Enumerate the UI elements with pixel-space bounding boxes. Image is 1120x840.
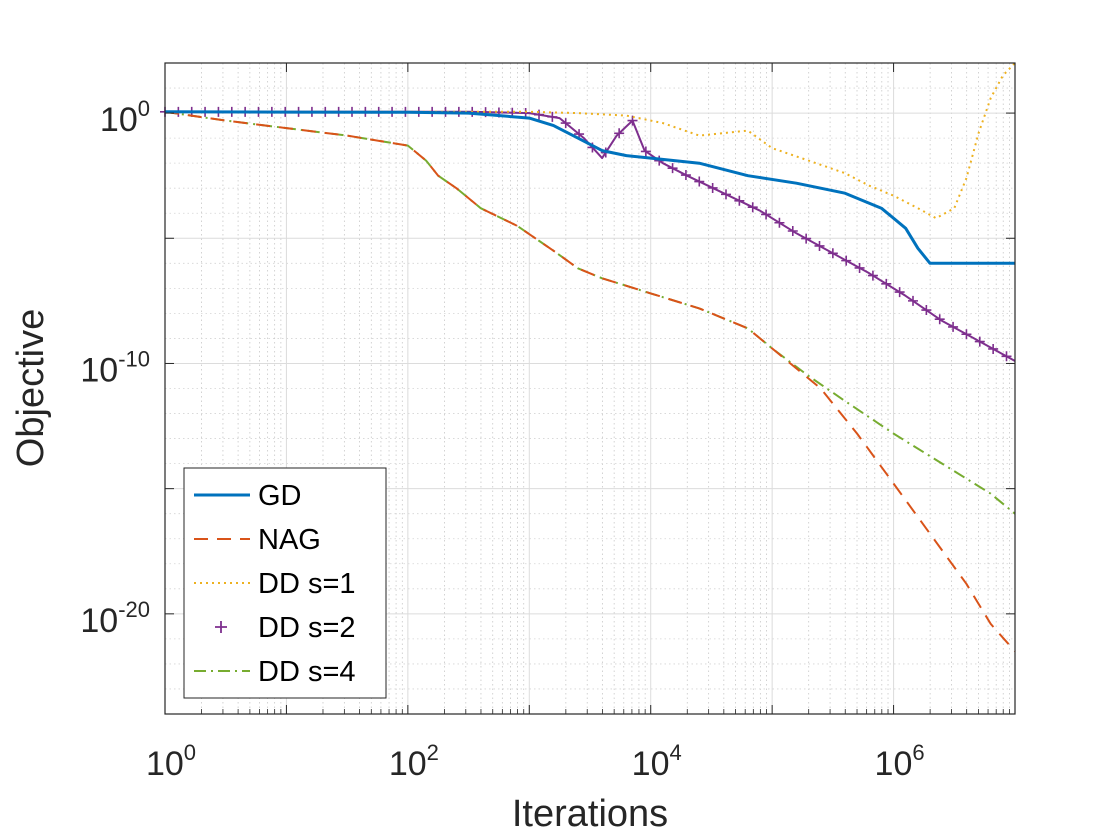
series-marker-dd-s-2 (881, 278, 892, 289)
series-marker-dd-s-2 (787, 226, 798, 237)
legend-label: DD s=1 (258, 568, 356, 600)
series-marker-dd-s-2 (721, 189, 731, 200)
tick-marks (164, 63, 1016, 714)
x-tick-label: 102 (389, 740, 439, 783)
x-tick-label: 104 (632, 740, 682, 783)
series-layer (160, 62, 1016, 653)
legend-box (183, 467, 387, 699)
series-marker-dd-s-2 (801, 233, 812, 244)
y-tick-labels: 100 10-10 10-20 (80, 96, 150, 640)
plot-frame (164, 62, 1016, 715)
series-marker-dd-s-2 (707, 182, 718, 193)
series-marker-dd-s-2 (988, 343, 999, 354)
series-gd (164, 110, 1015, 265)
legend-entry-gd: GD (194, 480, 302, 512)
series-marker-dd-s-2 (694, 176, 705, 187)
series-marker-dd-s-2 (747, 202, 758, 213)
y-tick-label: 10-20 (80, 597, 150, 640)
series-marker-dd-s-2 (560, 118, 571, 129)
y-tick-label: 10-10 (80, 346, 150, 389)
series-marker-dd-s-2 (667, 163, 678, 174)
series-marker-dd-s-2 (547, 111, 558, 122)
series-marker-dd-s-2 (908, 295, 918, 306)
legend: GD NAG DD s=1 DD s=2 DD s=4 (183, 467, 387, 699)
legend-label: DD s=2 (258, 612, 356, 644)
legend-entry-dd-s-2: DD s=2 (215, 612, 356, 644)
series-marker-dd-s-2 (867, 270, 878, 281)
series-dd-s-1 (165, 62, 1016, 220)
series-marker-dd-s-2 (894, 287, 905, 298)
series-marker-dd-s-2 (734, 195, 745, 206)
y-axis-title: Objective (10, 309, 52, 467)
series-marker-dd-s-2 (761, 209, 772, 220)
legend-entry-dd-s-1: DD s=1 (194, 568, 356, 600)
series-marker-dd-s-2 (1001, 351, 1012, 362)
y-tick-label: 100 (100, 96, 150, 139)
series-dd-s-2 (160, 106, 1016, 362)
series-line-dd-s-4 (164, 110, 1016, 515)
series-marker-dd-s-2 (948, 321, 959, 332)
legend-entry-dd-s-4: DD s=4 (194, 656, 356, 688)
series-marker-dd-s-2 (627, 115, 638, 126)
series-marker-dd-s-2 (680, 170, 691, 181)
series-marker-dd-s-2 (827, 248, 838, 259)
series-line-dd-s-1 (165, 62, 1016, 220)
series-nag (164, 110, 1016, 653)
series-marker-dd-s-2 (934, 314, 945, 325)
legend-label: GD (258, 480, 302, 512)
series-line-nag (164, 110, 1016, 653)
x-tick-label: 106 (875, 740, 925, 783)
minor-grid (165, 62, 1015, 715)
series-marker-dd-s-2 (614, 128, 625, 139)
series-marker-dd-s-2 (961, 329, 972, 340)
series-marker-dd-s-2 (841, 255, 852, 266)
series-line-dd-s-2 (165, 110, 1016, 362)
legend-label: DD s=4 (258, 656, 356, 688)
series-marker-dd-s-2 (854, 262, 865, 273)
series-marker-dd-s-2 (814, 240, 825, 251)
series-marker-dd-s-2 (974, 336, 985, 347)
x-tick-label: 100 (146, 740, 196, 783)
x-tick-labels: 100 102 104 106 (146, 740, 925, 783)
series-marker-dd-s-2 (774, 217, 785, 228)
x-axis-title: Iterations (512, 793, 668, 835)
series-dd-s-4 (164, 110, 1016, 515)
legend-swatch (215, 621, 227, 633)
legend-entry-nag: NAG (194, 524, 321, 556)
legend-label: NAG (258, 524, 321, 556)
series-marker-dd-s-2 (640, 146, 651, 157)
series-marker-dd-s-2 (921, 305, 932, 316)
series-line-gd (164, 110, 1015, 265)
